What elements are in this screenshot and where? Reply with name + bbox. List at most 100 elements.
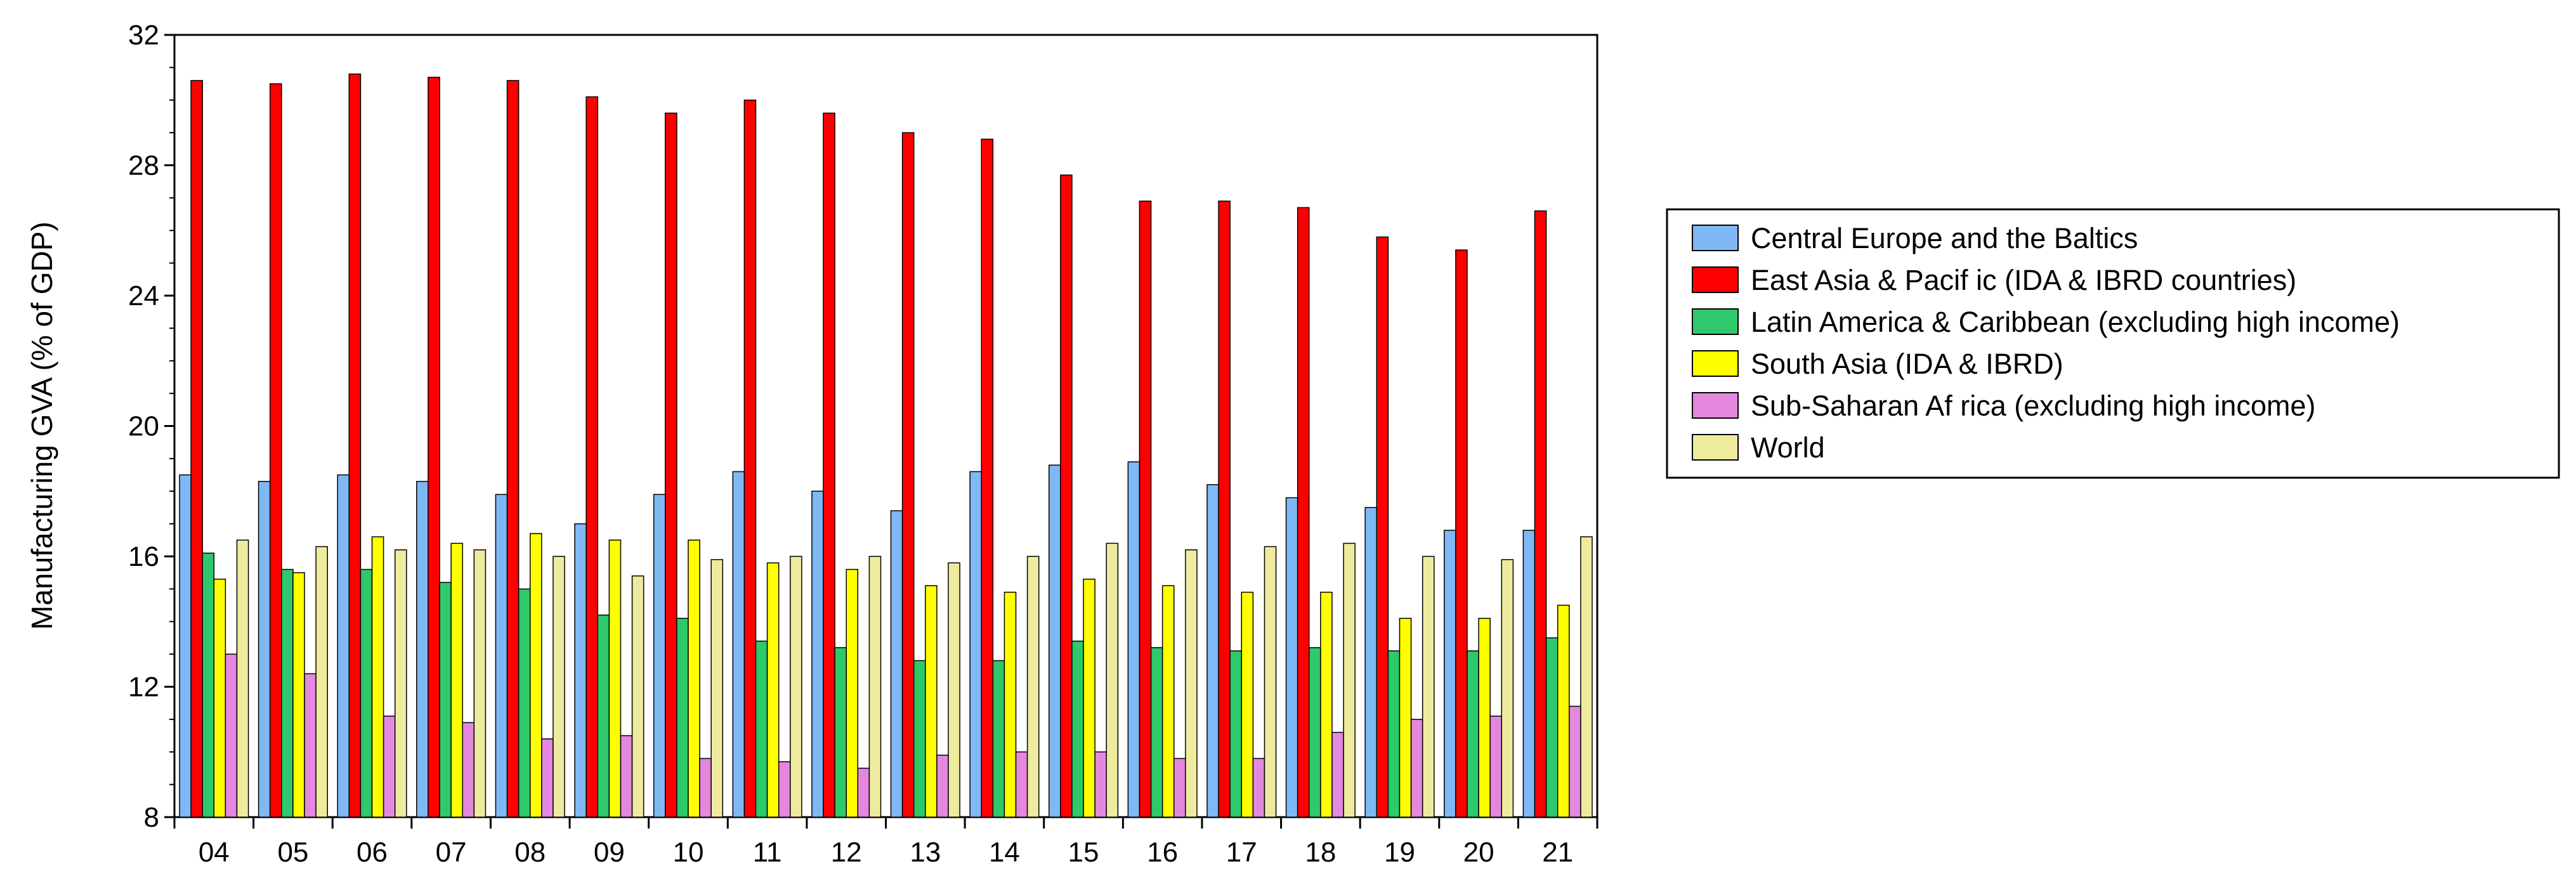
bar-world-05 [315,546,328,818]
legend-label-central-europe-and-the-baltics: Central Europe and the Baltics [1751,222,2138,254]
bar-world-16 [1185,549,1198,818]
bar-east-asia-pacif-ic-ida-ibrd-countries-17 [1218,200,1231,818]
bar-south-asia-ida-ibrd-04 [213,579,226,818]
bar-central-europe-and-the-baltics-08 [495,494,508,818]
bar-sub-saharan-af-rica-excluding-high-income-13 [936,754,949,818]
bar-east-asia-pacif-ic-ida-ibrd-countries-19 [1376,236,1389,818]
bar-central-europe-and-the-baltics-06 [337,474,350,818]
bar-sub-saharan-af-rica-excluding-high-income-21 [1569,705,1581,818]
bar-central-europe-and-the-baltics-07 [416,481,429,818]
y-tick-label: 8 [144,802,159,833]
bar-south-asia-ida-ibrd-08 [530,533,542,818]
legend-label-world: World [1751,431,1825,464]
bar-south-asia-ida-ibrd-13 [925,585,938,818]
legend-label-east-asia-pacif-ic-ida-ibrd-countries: East Asia & Pacif ic (IDA & IBRD countri… [1751,264,2296,296]
bar-sub-saharan-af-rica-excluding-high-income-12 [857,768,870,818]
y-tick-label: 20 [128,411,159,442]
bar-east-asia-pacif-ic-ida-ibrd-countries-10 [665,112,677,818]
x-tick-label: 20 [1463,837,1494,868]
bar-world-17 [1264,546,1277,818]
x-tick-label: 15 [1068,837,1099,868]
x-tick-label: 19 [1384,837,1415,868]
bar-world-09 [631,575,644,818]
bar-central-europe-and-the-baltics-19 [1364,507,1378,818]
x-tick-label: 17 [1226,837,1257,868]
bar-sub-saharan-af-rica-excluding-high-income-07 [462,722,475,818]
legend-swatch-central-europe-and-the-baltics [1692,225,1739,251]
bar-east-asia-pacif-ic-ida-ibrd-countries-13 [901,132,915,818]
x-tick-label: 14 [989,837,1020,868]
x-tick-label: 11 [753,837,782,868]
bar-world-19 [1422,556,1435,818]
bar-latin-america-caribbean-excluding-high-income-20 [1467,650,1479,818]
y-tick-label: 32 [128,20,159,51]
bar-world-15 [1106,542,1119,818]
bar-latin-america-caribbean-excluding-high-income-12 [834,647,847,818]
bar-sub-saharan-af-rica-excluding-high-income-15 [1094,751,1107,818]
x-tick-label: 21 [1542,837,1573,868]
bar-sub-saharan-af-rica-excluding-high-income-17 [1252,757,1265,818]
bar-central-europe-and-the-baltics-12 [811,490,824,818]
bar-south-asia-ida-ibrd-12 [846,568,859,818]
bar-world-04 [236,539,249,818]
bar-latin-america-caribbean-excluding-high-income-17 [1229,650,1243,818]
plot-frame [173,34,1599,818]
bar-world-06 [394,549,407,818]
bar-east-asia-pacif-ic-ida-ibrd-countries-15 [1060,174,1073,818]
bar-sub-saharan-af-rica-excluding-high-income-18 [1331,731,1344,818]
legend-swatch-latin-america-caribbean-excluding-high-income [1692,308,1739,335]
bar-east-asia-pacif-ic-ida-ibrd-countries-06 [348,73,362,818]
bar-central-europe-and-the-baltics-10 [653,494,666,818]
bar-latin-america-caribbean-excluding-high-income-07 [439,582,452,818]
bar-central-europe-and-the-baltics-14 [969,471,982,818]
bar-sub-saharan-af-rica-excluding-high-income-05 [304,673,317,818]
bar-east-asia-pacif-ic-ida-ibrd-countries-07 [428,77,440,818]
bar-latin-america-caribbean-excluding-high-income-21 [1545,637,1559,818]
bar-latin-america-caribbean-excluding-high-income-13 [913,660,926,818]
bar-central-europe-and-the-baltics-04 [179,474,192,818]
bar-latin-america-caribbean-excluding-high-income-15 [1071,640,1084,818]
bar-east-asia-pacif-ic-ida-ibrd-countries-14 [981,138,994,818]
bar-south-asia-ida-ibrd-14 [1004,591,1017,818]
y-tick-label: 24 [128,280,159,311]
bars [179,73,1593,818]
bar-world-18 [1343,542,1356,818]
x-tick-label: 16 [1147,837,1178,868]
x-tick-label: 10 [672,837,703,868]
bar-south-asia-ida-ibrd-19 [1399,617,1412,818]
bar-latin-america-caribbean-excluding-high-income-19 [1387,650,1401,818]
legend-swatch-sub-saharan-af-rica-excluding-high-income [1692,392,1739,419]
bar-south-asia-ida-ibrd-21 [1557,605,1570,818]
bar-world-14 [1026,556,1040,818]
x-tick-label: 07 [436,837,467,868]
legend-label-sub-saharan-af-rica-excluding-high-income: Sub-Saharan Af rica (excluding high inco… [1751,390,2316,422]
bar-world-08 [552,556,565,818]
bar-south-asia-ida-ibrd-06 [371,536,384,818]
bar-central-europe-and-the-baltics-21 [1522,530,1536,818]
bar-south-asia-ida-ibrd-17 [1241,591,1254,818]
x-tick-label: 09 [594,837,625,868]
bar-south-asia-ida-ibrd-16 [1161,585,1175,818]
bar-central-europe-and-the-baltics-18 [1285,497,1298,818]
bar-latin-america-caribbean-excluding-high-income-18 [1309,647,1321,818]
bar-sub-saharan-af-rica-excluding-high-income-08 [541,738,554,818]
x-tick-label: 04 [199,837,230,868]
bar-south-asia-ida-ibrd-18 [1320,591,1333,818]
bar-east-asia-pacif-ic-ida-ibrd-countries-18 [1297,207,1310,818]
bar-world-07 [473,549,487,818]
y-axis-title: Manufacturing GVA (% of GDP) [25,221,58,629]
y-tick-label: 12 [128,672,159,703]
bar-central-europe-and-the-baltics-11 [732,471,745,818]
bar-sub-saharan-af-rica-excluding-high-income-04 [225,653,238,818]
bar-world-11 [790,556,802,818]
bar-sub-saharan-af-rica-excluding-high-income-09 [620,735,633,818]
bar-east-asia-pacif-ic-ida-ibrd-countries-12 [823,112,835,818]
bar-sub-saharan-af-rica-excluding-high-income-16 [1173,757,1186,818]
bar-south-asia-ida-ibrd-09 [608,539,622,818]
bar-east-asia-pacif-ic-ida-ibrd-countries-11 [743,100,757,818]
bar-central-europe-and-the-baltics-15 [1048,464,1061,818]
x-tick-label: 13 [910,837,941,868]
bar-sub-saharan-af-rica-excluding-high-income-19 [1410,719,1423,818]
bar-latin-america-caribbean-excluding-high-income-08 [518,588,531,818]
